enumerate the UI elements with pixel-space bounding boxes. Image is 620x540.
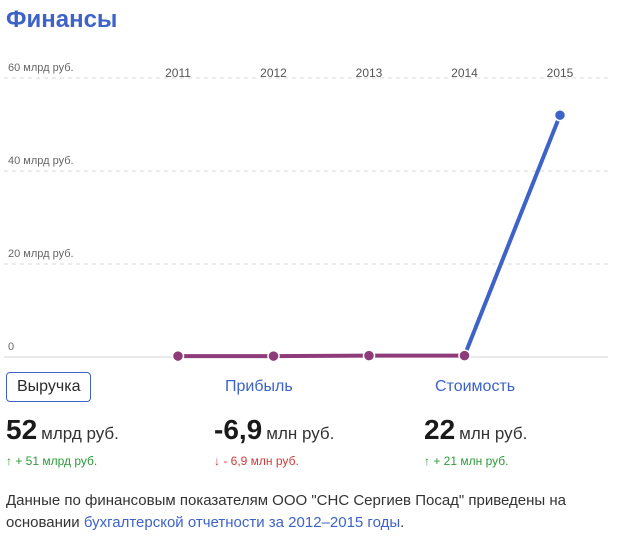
note-end: . [400, 514, 405, 531]
revenue-unit: млрд руб. [41, 424, 119, 443]
cost-number: 22 [424, 414, 456, 445]
y-tick-label-0: 60 млрд руб. [8, 62, 74, 74]
x-tick-label-2014: 2014 [451, 66, 478, 80]
metric-profit: Прибыль -6,9 млн руб. ↓ - 6,9 млн руб. [214, 372, 334, 468]
profit-number: -6,9 [214, 414, 263, 445]
x-tick-label-2011: 2011 [165, 66, 191, 80]
revenue-chart: 60 млрд руб. 40 млрд руб. 20 млрд руб. 0 201… [4, 62, 608, 363]
cost-change: ↑ + 21 млн руб. [424, 454, 509, 468]
revenue-change: ↑ + 51 млрд руб. [6, 454, 98, 468]
revenue-value: 52 млрд руб. [6, 414, 119, 446]
y-tick-label-2: 20 млрд руб. [8, 248, 74, 260]
profit-value: -6,9 млн руб. [214, 414, 334, 446]
section-title: Финансы [6, 6, 118, 33]
x-tick-label-2013: 2013 [356, 66, 383, 80]
tab-revenue[interactable]: Выручка [6, 372, 92, 402]
data-point-2015[interactable] [553, 108, 567, 122]
metric-cost: Стоимость 22 млн руб. ↑ + 21 млн руб. [424, 372, 527, 468]
data-point-2011[interactable] [171, 349, 185, 363]
y-tick-label-1: 40 млрд руб. [8, 155, 74, 167]
metric-revenue: Выручка 52 млрд руб. ↑ + 51 млрд руб. [6, 372, 119, 468]
data-point-2012[interactable] [267, 349, 280, 363]
finance-note: Данные по финансовым показателям ООО "СН… [6, 490, 612, 534]
x-tick-label-2012: 2012 [260, 66, 287, 80]
revenue-number: 52 [6, 414, 38, 445]
x-tick-label-2015: 2015 [547, 66, 574, 80]
profit-unit: млн руб. [266, 424, 335, 443]
accounting-report-link[interactable]: бухгалтерской отчетности за 2012–2015 го… [83, 514, 401, 531]
data-point-2013[interactable] [362, 349, 376, 362]
data-point-2014[interactable] [458, 349, 471, 362]
note-text: Данные по финансовым показателям ООО "СН… [6, 492, 567, 531]
cost-unit: млн руб. [459, 424, 528, 443]
series-line-rise [462, 113, 562, 358]
cost-value: 22 млн руб. [424, 414, 527, 446]
y-tick-label-3: 0 [8, 341, 14, 353]
tab-cost[interactable]: Стоимость [435, 378, 516, 395]
tab-profit[interactable]: Прибыль [225, 378, 293, 395]
profit-change: ↓ - 6,9 млн руб. [214, 454, 299, 468]
